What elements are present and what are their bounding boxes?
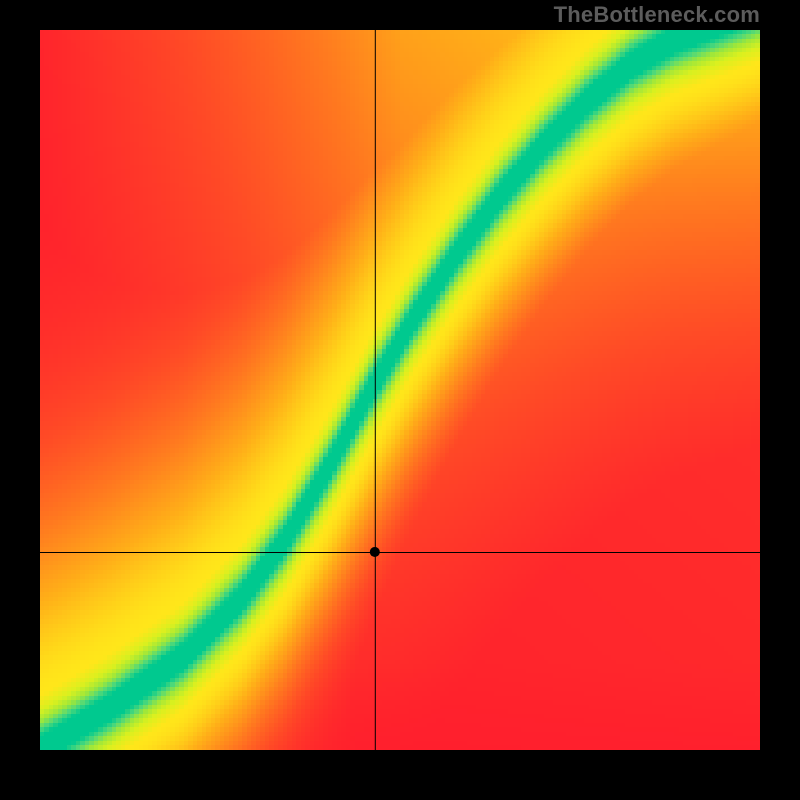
watermark-text: TheBottleneck.com	[554, 2, 760, 28]
heatmap-canvas	[40, 30, 760, 750]
chart-container: TheBottleneck.com	[0, 0, 800, 800]
